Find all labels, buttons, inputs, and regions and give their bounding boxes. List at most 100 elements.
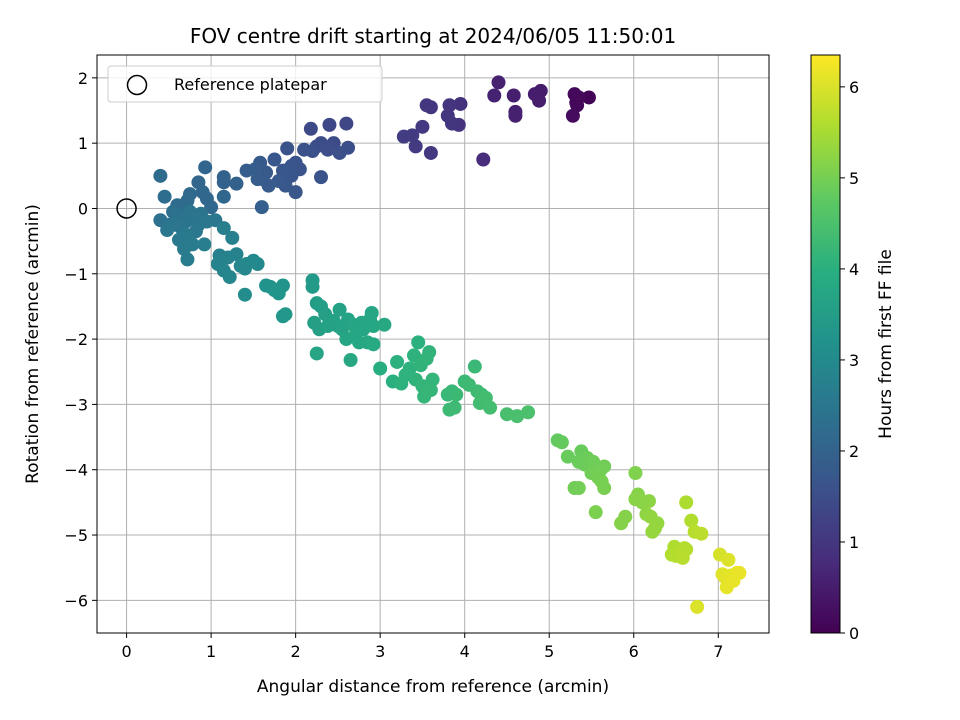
data-point <box>467 359 482 374</box>
data-point <box>449 387 464 402</box>
data-point <box>278 307 293 322</box>
data-point <box>366 319 381 334</box>
data-point <box>532 93 547 108</box>
reference-marker-layer <box>116 198 137 219</box>
y-tick-label: 2 <box>78 69 88 88</box>
chart-title: FOV centre drift starting at 2024/06/05 … <box>190 24 676 48</box>
colorbar-label: Hours from first FF file <box>876 249 896 439</box>
data-point <box>567 87 582 102</box>
y-tick-label: 0 <box>78 199 88 218</box>
data-point <box>445 116 460 131</box>
x-axis-ticks: 0 1 2 3 4 5 6 7 <box>121 633 723 661</box>
data-point <box>216 189 231 204</box>
data-point <box>322 117 337 132</box>
colorbar-tick-label: 4 <box>849 260 859 279</box>
legend-label: Reference platepar <box>174 75 327 94</box>
data-point <box>239 163 254 178</box>
y-tick-label: −4 <box>64 461 88 480</box>
colorbar-tick-label: 1 <box>849 533 859 552</box>
data-point <box>732 565 747 580</box>
data-point <box>554 435 569 450</box>
data-point <box>506 88 521 103</box>
y-axis-ticks: −6 −5 −4 −3 −2 −1 0 1 2 <box>64 69 97 610</box>
data-point <box>343 353 358 368</box>
data-point <box>271 286 286 301</box>
y-tick-label: −2 <box>64 330 88 349</box>
data-point <box>628 465 643 480</box>
x-tick-label: 3 <box>375 642 385 661</box>
grid-lines <box>97 55 769 633</box>
y-axis-label: Rotation from reference (arcmin) <box>23 204 43 484</box>
data-point <box>721 552 736 567</box>
data-point <box>423 383 438 398</box>
x-tick-label: 2 <box>291 642 301 661</box>
data-point <box>521 405 536 420</box>
data-point <box>197 237 212 252</box>
data-point <box>198 160 213 175</box>
data-point <box>684 513 699 528</box>
data-point <box>157 189 172 204</box>
data-point <box>406 348 421 363</box>
data-point <box>419 98 434 113</box>
data-point <box>280 141 295 156</box>
x-tick-label: 1 <box>206 642 216 661</box>
data-point <box>618 509 633 524</box>
x-tick-label: 6 <box>629 642 639 661</box>
data-point <box>314 170 328 185</box>
data-point <box>288 185 303 200</box>
data-point <box>597 481 612 496</box>
data-point <box>690 599 705 614</box>
data-point <box>366 337 381 352</box>
data-point <box>411 335 426 350</box>
legend-open-circle-marker <box>126 74 148 96</box>
x-tick-label: 4 <box>460 642 470 661</box>
data-point <box>415 119 430 134</box>
data-point <box>510 409 525 424</box>
colorbar-tick-label: 2 <box>849 442 859 461</box>
data-point <box>675 550 690 565</box>
y-tick-label: −1 <box>64 265 88 284</box>
y-tick-label: −3 <box>64 395 88 414</box>
data-point <box>216 221 231 236</box>
data-point <box>339 116 354 131</box>
data-point <box>396 129 411 144</box>
data-point <box>267 152 282 167</box>
data-point <box>419 351 434 366</box>
y-tick-label: −6 <box>64 591 88 610</box>
colorbar-tick-label: 3 <box>849 351 859 370</box>
data-point <box>237 287 252 302</box>
plot-frame <box>96 54 770 634</box>
x-tick-label: 0 <box>121 642 131 661</box>
data-point <box>565 108 580 123</box>
data-point <box>408 139 423 154</box>
data-point <box>320 142 335 157</box>
data-point <box>447 400 462 415</box>
data-point <box>185 237 200 252</box>
data-point <box>694 526 709 541</box>
colorbar <box>810 54 841 634</box>
colorbar-ticks: 0 1 2 3 4 5 6 <box>840 78 859 643</box>
data-point <box>332 145 347 160</box>
data-point <box>647 521 662 536</box>
data-point <box>297 142 312 157</box>
data-point <box>225 230 240 245</box>
data-point <box>250 256 265 271</box>
data-point <box>222 270 237 285</box>
y-tick-label: 1 <box>78 134 88 153</box>
data-point <box>216 175 231 190</box>
data-point <box>229 247 244 262</box>
x-axis-label: Angular distance from reference (arcmin) <box>257 677 609 697</box>
colorbar-tick-label: 6 <box>849 78 859 97</box>
data-point <box>581 90 596 105</box>
data-point <box>377 317 392 332</box>
data-point <box>571 481 586 496</box>
data-point <box>508 104 523 119</box>
data-point <box>229 176 244 191</box>
colorbar-tick-label: 5 <box>849 169 859 188</box>
data-point <box>160 223 175 238</box>
data-point <box>204 200 219 215</box>
data-point <box>309 346 324 361</box>
data-point <box>560 449 575 464</box>
data-point <box>641 494 656 509</box>
data-point <box>442 98 457 113</box>
